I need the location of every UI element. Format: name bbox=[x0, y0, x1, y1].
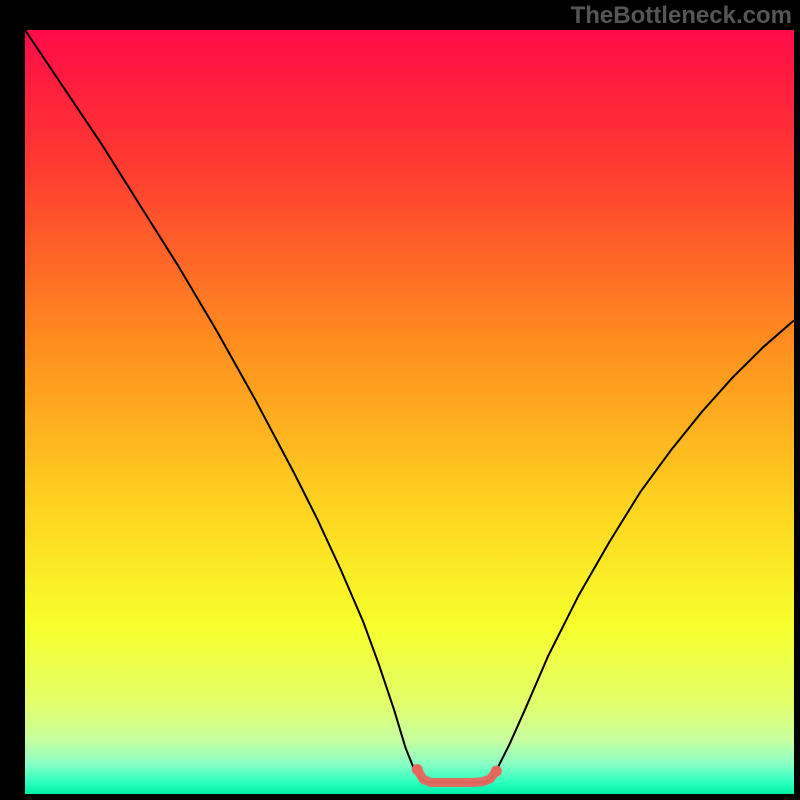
watermark-text: TheBottleneck.com bbox=[571, 2, 792, 30]
chart-svg bbox=[25, 30, 794, 794]
plot-area bbox=[25, 30, 794, 794]
gradient-background bbox=[25, 30, 794, 794]
chart-frame: TheBottleneck.com bbox=[0, 0, 800, 800]
